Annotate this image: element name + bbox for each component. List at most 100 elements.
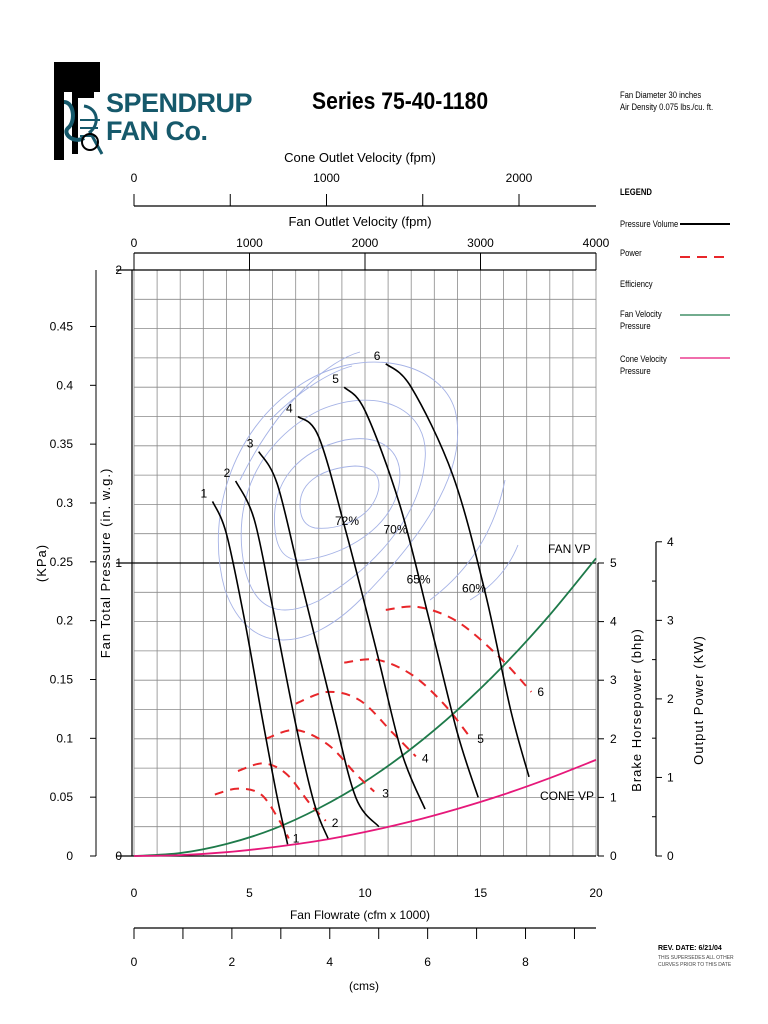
fan-vp-label: FAN VP <box>548 542 591 556</box>
kpa-tick-label: 0.25 <box>50 555 74 569</box>
bhp-tick-label: 3 <box>610 673 617 687</box>
efficiency-contour <box>274 438 401 561</box>
pressure-curve-5 <box>343 386 479 798</box>
power-curve-5 <box>344 658 473 740</box>
brand-name-line2: FAN Co. <box>106 116 208 146</box>
efficiency-contour <box>269 365 353 421</box>
pressure-curve-label-1: 1 <box>201 486 208 500</box>
kw-tick-label: 0 <box>667 849 674 863</box>
kpa-tick-label: 0.4 <box>56 378 73 392</box>
x-axis-title: Fan Flowrate (cfm x 1000) <box>290 908 430 922</box>
legend-efficiency-label: Efficiency <box>620 279 653 289</box>
power-curve-label-1: 1 <box>293 831 300 845</box>
pressure-curve-label-2: 2 <box>224 466 231 480</box>
pressure-curve-label-3: 3 <box>247 437 254 451</box>
fan-velocity-tick-label: 1000 <box>236 236 263 250</box>
bhp-tick-label: 5 <box>610 556 617 570</box>
kpa-tick-label: 0.15 <box>50 672 74 686</box>
fan-diameter-note: Fan Diameter 30 inches <box>620 90 702 100</box>
efficiency-label: 60% <box>462 581 486 595</box>
kpa-tick-label: 0.3 <box>56 496 73 510</box>
cone-tick-label: 0 <box>131 171 138 185</box>
efficiency-contour <box>239 351 361 481</box>
axes <box>90 194 662 939</box>
chart-title: Series 75-40-1180 <box>312 88 489 115</box>
cms-tick-label: 6 <box>424 955 431 969</box>
kpa-tick-label: 0 <box>66 849 73 863</box>
cone-axis-title: Cone Outlet Velocity (fpm) <box>284 150 436 165</box>
efficiency-contour <box>240 399 426 611</box>
cone-tick-label: 2000 <box>506 171 533 185</box>
bhp-tick-label: 2 <box>610 732 617 746</box>
supersede-note-line2: CURVES PRIOR TO THIS DATE <box>658 962 732 968</box>
efficiency-label: 65% <box>407 573 431 587</box>
cone-vp-curve <box>133 759 597 857</box>
legend-pressure-volume-label: Pressure Volume <box>620 219 679 229</box>
bhp-tick-label: 4 <box>610 615 617 629</box>
revision-date: REV. DATE: 6/21/04 <box>658 945 722 952</box>
y-tick-label: 1 <box>115 556 122 570</box>
y-axis-title: Fan Total Pressure (in. w.g.) <box>98 468 113 659</box>
power-curve-label-6: 6 <box>537 685 544 699</box>
supersede-note-line1: THIS SUPERSEDES ALL OTHER <box>658 955 734 961</box>
power-curve-label-5: 5 <box>477 732 484 746</box>
cms-tick-label: 0 <box>131 955 138 969</box>
power-curve-6 <box>385 605 533 693</box>
bhp-tick-label: 0 <box>610 849 617 863</box>
fan-velocity-axis-title: Fan Outlet Velocity (fpm) <box>288 214 431 229</box>
y-tick-label: 2 <box>115 263 122 277</box>
cms-tick-label: 8 <box>522 955 529 969</box>
fan-velocity-tick-label: 2000 <box>352 236 379 250</box>
efficiency-contour <box>469 544 519 601</box>
power-curve-2 <box>237 762 327 822</box>
x-tick-label: 5 <box>246 886 253 900</box>
spendrup-logo-icon <box>54 62 104 160</box>
pressure-curve-1 <box>211 501 289 845</box>
cone-vp-label: CONE VP <box>540 789 594 803</box>
cms-tick-label: 2 <box>229 955 236 969</box>
pressure-curve-3 <box>258 451 380 828</box>
power-curve-label-4: 4 <box>422 751 429 765</box>
legend-power-label: Power <box>620 248 642 258</box>
kw-tick-label: 2 <box>667 692 674 706</box>
x-tick-label: 10 <box>358 886 372 900</box>
kpa-tick-label: 0.2 <box>56 614 73 628</box>
legend-fan-velocity-pressure-label: Fan Velocity Pressure <box>620 309 662 331</box>
efficiency-label: 72% <box>335 514 359 528</box>
pressure-curve-label-6: 6 <box>374 349 381 363</box>
pressure-curves <box>211 363 530 845</box>
power-curve-label-3: 3 <box>382 787 389 801</box>
grid <box>116 269 597 857</box>
legend-cone-velocity-pressure-label: Cone Velocity Pressure <box>620 354 667 376</box>
brand-name-line1: SPENDRUP <box>106 88 253 118</box>
chart-labels: 1 2 3 4 5 6 1 2 3 4 5 6 72% 70% 65% 60% FAN VP CONE VP 0 1 2… <box>34 150 706 993</box>
kpa-tick-label: 0.05 <box>50 790 74 804</box>
efficiency-contour <box>299 465 380 529</box>
fan-velocity-tick-label: 0 <box>131 236 138 250</box>
cone-tick-label: 1000 <box>313 171 340 185</box>
cms-tick-label: 4 <box>326 955 333 969</box>
bhp-axis-title: Brake Horsepower (bhp) <box>629 628 644 792</box>
efficiency-contour <box>429 479 506 601</box>
kpa-axis-title: (KPa) <box>34 544 49 582</box>
pressure-curve-6 <box>385 363 530 778</box>
x-tick-label: 0 <box>131 886 138 900</box>
efficiency-label: 70% <box>383 523 407 537</box>
efficiency-contours <box>217 351 519 641</box>
cms-axis-title: (cms) <box>349 979 379 993</box>
power-curve-3 <box>265 729 375 793</box>
x-tick-label: 15 <box>474 886 488 900</box>
pressure-curve-2 <box>234 480 329 839</box>
legend-title: LEGEND <box>620 187 652 197</box>
y-tick-label: 0 <box>115 849 122 863</box>
pressure-curve-label-4: 4 <box>286 402 293 416</box>
efficiency-contour <box>217 361 459 641</box>
velocity-pressure-curves <box>133 557 597 857</box>
air-density-note: Air Density 0.075 lbs./cu. ft. <box>620 102 714 112</box>
x-tick-label: 20 <box>589 886 603 900</box>
power-curve-4 <box>295 690 417 758</box>
power-curve-label-2: 2 <box>332 816 339 830</box>
legend-swatches <box>680 223 730 359</box>
